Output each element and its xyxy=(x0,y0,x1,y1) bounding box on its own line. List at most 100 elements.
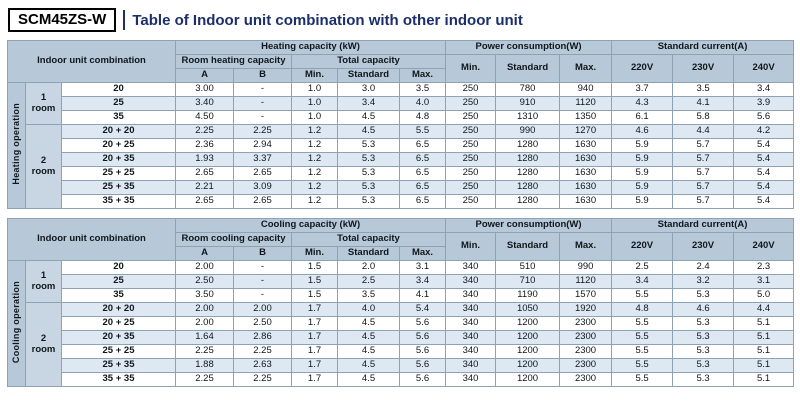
value-cell: 5.5 xyxy=(611,344,674,359)
value-cell: 1.5 xyxy=(291,260,338,275)
value-cell: 3.5 xyxy=(337,288,400,303)
value-cell: 2300 xyxy=(559,372,613,387)
value-cell: 990 xyxy=(495,124,561,139)
value-cell: 5.4 xyxy=(398,302,447,317)
value-cell: 1.7 xyxy=(291,372,338,387)
value-cell: 1280 xyxy=(495,138,561,153)
value-cell: 5.1 xyxy=(733,372,795,387)
unit-combination: 25 xyxy=(61,274,176,289)
value-cell: 4.5 xyxy=(337,330,400,345)
power-max-header: Max. xyxy=(559,54,613,83)
value-cell: 5.5 xyxy=(398,124,447,139)
value-cell: 2.25 xyxy=(233,372,292,387)
value-cell: 5.7 xyxy=(672,180,735,195)
value-cell: 1.2 xyxy=(291,124,338,139)
value-cell: 1270 xyxy=(559,124,613,139)
capacity-group-header: Cooling capacity (kW) xyxy=(174,218,447,233)
capacity-max-header: Max. xyxy=(398,68,447,83)
value-cell: 1.5 xyxy=(291,274,338,289)
value-cell: 3.37 xyxy=(233,152,292,167)
value-cell: 4.5 xyxy=(337,372,400,387)
table-row: 25 3.40-1.0 3.4 4.0 250 910 1120 4.3 4.1 3.9 xyxy=(8,96,795,111)
value-cell: 4.2 xyxy=(733,124,795,139)
value-cell: 5.6 xyxy=(733,110,795,125)
capacity-standard-header: Standard xyxy=(337,68,400,83)
value-cell: 4.3 xyxy=(611,96,674,111)
model-badge: SCM45ZS-W xyxy=(8,8,117,32)
value-cell: 5.6 xyxy=(398,316,447,331)
value-cell: 2300 xyxy=(559,316,613,331)
value-cell: 2.25 xyxy=(175,344,234,359)
value-cell: 3.1 xyxy=(398,260,447,275)
value-cell: 1.7 xyxy=(291,302,338,317)
value-cell: 6.5 xyxy=(398,138,447,153)
value-cell: 5.3 xyxy=(337,152,400,167)
value-cell: 1200 xyxy=(495,372,561,387)
unit-combination: 25 xyxy=(61,96,176,111)
value-cell: 3.4 xyxy=(611,274,674,289)
value-cell: 340 xyxy=(445,358,497,373)
value-cell: - xyxy=(233,82,292,97)
value-cell: 1200 xyxy=(495,358,561,373)
value-cell: 2.00 xyxy=(175,260,234,275)
value-cell: 1.88 xyxy=(175,358,234,373)
value-cell: 250 xyxy=(445,110,497,125)
value-cell: 340 xyxy=(445,274,497,289)
voltage-220-header: 220V xyxy=(611,232,674,261)
value-cell: 6.5 xyxy=(398,152,447,167)
value-cell: 5.9 xyxy=(611,180,674,195)
table-row: 35 + 35 2.65 2.65 1.2 5.3 6.5 250 1280 1630 5.9 5.… xyxy=(8,194,795,209)
value-cell: 3.7 xyxy=(611,82,674,97)
value-cell: 5.0 xyxy=(733,288,795,303)
value-cell: 6.5 xyxy=(398,194,447,209)
voltage-240-header: 240V xyxy=(733,54,795,83)
unit-combination: 20 + 35 xyxy=(61,330,176,345)
value-cell: 5.9 xyxy=(611,194,674,209)
value-cell: 5.3 xyxy=(672,358,735,373)
value-cell: 1.5 xyxy=(291,288,338,303)
value-cell: 5.6 xyxy=(398,344,447,359)
table-row: Heating operation 1 room 20 3.00-1.0 3.0 3.5 2… xyxy=(7,82,795,209)
capacity-max-header: Max. xyxy=(398,246,447,261)
value-cell: 5.3 xyxy=(337,166,400,181)
voltage-230-header: 230V xyxy=(672,232,735,261)
cooling-operation-table: Indoor unit combination Cooling capacity… xyxy=(7,218,795,387)
unit-combination: 35 + 35 xyxy=(61,194,176,209)
value-cell: 4.5 xyxy=(337,358,400,373)
value-cell: 910 xyxy=(495,96,561,111)
value-cell: 2300 xyxy=(559,330,613,345)
value-cell: 3.2 xyxy=(672,274,735,289)
value-cell: 4.6 xyxy=(672,302,735,317)
value-cell: 5.4 xyxy=(733,166,795,181)
value-cell: 1630 xyxy=(559,194,613,209)
value-cell: 1200 xyxy=(495,344,561,359)
power-standard-header: Standard xyxy=(495,54,561,83)
value-cell: 1280 xyxy=(495,166,561,181)
value-cell: 1.2 xyxy=(291,180,338,195)
value-cell: 3.09 xyxy=(233,180,292,195)
value-cell: 2.21 xyxy=(175,180,234,195)
value-cell: 5.3 xyxy=(672,372,735,387)
table-row: 25 + 35 2.21 3.09 1.2 5.3 6.5 250 1280 1630 5.9 5.… xyxy=(8,180,795,195)
value-cell: 510 xyxy=(495,260,561,275)
value-cell: 1.2 xyxy=(291,166,338,181)
value-cell: 340 xyxy=(445,260,497,275)
value-cell: 2.0 xyxy=(337,260,400,275)
title-divider xyxy=(123,10,126,30)
combination-header: Indoor unit combination xyxy=(7,40,176,83)
value-cell: 2.5 xyxy=(337,274,400,289)
value-cell: 4.50 xyxy=(175,110,234,125)
value-cell: 250 xyxy=(445,152,497,167)
value-cell: 5.5 xyxy=(611,288,674,303)
value-cell: 250 xyxy=(445,180,497,195)
value-cell: 5.5 xyxy=(611,358,674,373)
value-cell: 940 xyxy=(559,82,613,97)
value-cell: 1350 xyxy=(559,110,613,125)
unit-combination: 20 + 20 xyxy=(61,124,176,139)
value-cell: 5.4 xyxy=(733,194,795,209)
value-cell: - xyxy=(233,274,292,289)
room-group-label: 2 room xyxy=(25,302,62,387)
value-cell: 3.4 xyxy=(398,274,447,289)
value-cell: 1280 xyxy=(495,194,561,209)
value-cell: 3.4 xyxy=(337,96,400,111)
